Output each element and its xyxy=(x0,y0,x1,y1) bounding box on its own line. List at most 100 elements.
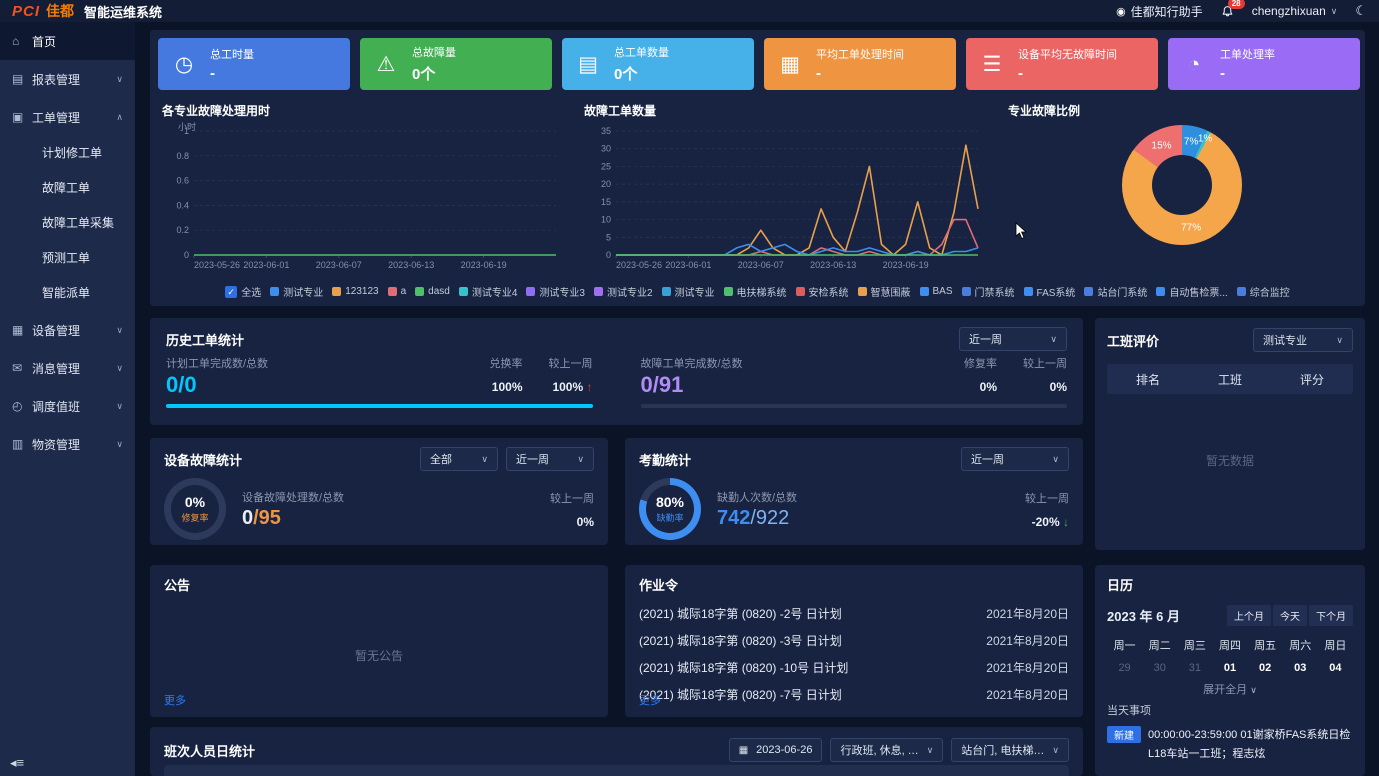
legend-item-3[interactable]: dasd xyxy=(415,286,450,297)
sidebar-item-dispatch-duty[interactable]: ◴ 调度值班 ∨ xyxy=(0,387,135,425)
stat-card-label: 设备平均无故障时间 xyxy=(1018,49,1117,61)
expand-month-link[interactable]: 展开全月 ∨ xyxy=(1203,684,1257,696)
work-order-row-0[interactable]: (2021) 城际18字第 (0820) -2号 日计划 2021年8月20日 xyxy=(639,605,1069,622)
date-picker[interactable]: ▦ 2023-06-26 xyxy=(728,738,823,762)
more-link[interactable]: 更多 xyxy=(639,695,661,707)
sidebar-item-messages[interactable]: ✉ 消息管理 ∨ xyxy=(0,349,135,387)
work-order-row-1[interactable]: (2021) 城际18字第 (0820) -3号 日计划 2021年8月20日 xyxy=(639,632,1069,649)
panel-title: 历史工单统计 xyxy=(166,332,245,348)
panel-title: 日历 xyxy=(1107,578,1134,593)
legend-label: 测试专业 xyxy=(283,288,324,299)
legend-item-9[interactable]: 安检系统 xyxy=(795,284,849,299)
legend-label: 测试专业4 xyxy=(471,288,518,299)
sidebar-subitem-fault-order[interactable]: 故障工单 xyxy=(42,181,91,195)
panel-title: 工班评价 xyxy=(1107,333,1160,349)
sidebar-nav: ⌂ 首页 ▤ 报表管理 ∨ ▣ 工单管理 ∧ 计划修工单故障工单故障工单采集 预测工单智能派单 ▦ 设… xyxy=(0,22,135,463)
calendar-day[interactable]: 02 xyxy=(1259,662,1272,674)
shift-type-select[interactable]: 行政班, 休息, … ∨ xyxy=(830,738,944,762)
legend-label: 电扶梯系统 xyxy=(736,288,787,299)
work-orders-panel: 作业令 (2021) 城际18字第 (0820) -2号 日计划 2021年8月2… xyxy=(625,565,1083,717)
sidebar-item-workorders[interactable]: ▣ 工单管理 ∧ xyxy=(0,98,135,136)
sidebar-subitem-predict-order[interactable]: 预测工单 xyxy=(42,251,91,265)
legend-item-7[interactable]: 测试专业 xyxy=(661,284,715,299)
stat-label: 缺勤人次数/总数 xyxy=(717,491,798,504)
period-select[interactable]: 近一周 ∨ xyxy=(961,447,1069,471)
sidebar-subitem-planned-repair-order[interactable]: 计划修工单 xyxy=(42,146,103,160)
legend-item-6[interactable]: 测试专业2 xyxy=(593,284,653,299)
donut-chart[interactable]: 7% 1% 77% 15% xyxy=(1121,125,1242,245)
next-month-button[interactable]: 下个月 xyxy=(1309,605,1353,626)
sidebar-item-materials[interactable]: ▥ 物资管理 ∨ xyxy=(0,425,135,463)
user-clock-icon: ◷ xyxy=(174,52,194,76)
legend-item-15[interactable]: 自动售检票... xyxy=(1156,284,1228,299)
overview-panel: ◷ 总工时量 - ⚠ 总故障量 0个 ▤ 总工单数量 0个 ▦ 平均工单处理时间 - ☰ 设备平均无故障时… xyxy=(150,30,1365,306)
svg-text:2023-06-19: 2023-06-19 xyxy=(883,260,929,270)
work-order-row-2[interactable]: (2021) 城际18字第 (0820) -10号 日计划 2021年8月20日 xyxy=(639,659,1069,676)
legend-item-12[interactable]: 门禁系统 xyxy=(961,284,1015,299)
sidebar-subitem-smart-dispatch[interactable]: 智能派单 xyxy=(42,286,91,300)
calendar-day[interactable]: 01 xyxy=(1223,662,1237,674)
work-order-date: 2021年8月20日 xyxy=(986,634,1069,648)
major-select[interactable]: 测试专业 ∨ xyxy=(1253,328,1353,352)
work-order-date: 2021年8月20日 xyxy=(986,688,1069,702)
calendar-day[interactable]: 30 xyxy=(1153,662,1166,674)
legend-item-5[interactable]: 测试专业3 xyxy=(526,284,585,299)
notifications-button[interactable]: 28 xyxy=(1221,0,1245,18)
sidebar-item-reports[interactable]: ▤ 报表管理 ∨ xyxy=(0,60,135,98)
legend-item-11[interactable]: BAS xyxy=(919,286,953,297)
legend-item-10[interactable]: 智慧围蔽 xyxy=(857,284,911,299)
period-select[interactable]: 近一周 ∨ xyxy=(506,447,594,471)
table-column-header: 评分 xyxy=(1299,372,1324,387)
calendar-day[interactable]: 29 xyxy=(1118,662,1131,674)
svg-text:1: 1 xyxy=(184,126,189,136)
more-link[interactable]: 更多 xyxy=(164,695,186,707)
legend-item-0[interactable]: 测试专业 xyxy=(270,284,323,299)
checkbox-checked-icon[interactable]: ✓ xyxy=(225,285,238,298)
legend-item-13[interactable]: FAS系统 xyxy=(1023,284,1075,299)
sidebar-subitem-fault-order-collect[interactable]: 故障工单采集 xyxy=(42,216,115,230)
legend-item-2[interactable]: a xyxy=(387,286,406,297)
sidebar-item-label: 首页 xyxy=(32,34,57,49)
stat-card-label: 总工时量 xyxy=(210,49,254,61)
period-value: 近一周 xyxy=(969,334,1002,346)
line-chart[interactable]: 35 30 25 20 15 10 5 0 2023-05-26 2023-06-01 2023-0… xyxy=(584,121,986,273)
sidebar-item-devices[interactable]: ▦ 设备管理 ∨ xyxy=(0,311,135,349)
user-menu[interactable]: chengzhixuan ∨ xyxy=(1252,4,1338,18)
legend-item-4[interactable]: 测试专业4 xyxy=(458,284,518,299)
work-order-row-3[interactable]: (2021) 城际18字第 (0820) -7号 日计划 2021年8月20日 xyxy=(639,686,1069,703)
repair-rate-gauge: 0% 修复率 xyxy=(164,478,226,540)
svg-text:2023-06-01: 2023-06-01 xyxy=(243,260,289,270)
legend-item-16[interactable]: 综合监控 xyxy=(1236,284,1290,299)
calendar-day[interactable]: 04 xyxy=(1329,662,1342,674)
today-button[interactable]: 今天 xyxy=(1273,605,1307,626)
legend-label: 全选 xyxy=(241,288,262,299)
stat-card-5: ◔ 工单处理率 - xyxy=(1168,38,1360,90)
sidebar-item-home[interactable]: ⌂ 首页 xyxy=(0,22,135,60)
scope-select[interactable]: 全部 ∨ xyxy=(420,447,498,471)
assistant-button[interactable]: ◉ 佳都知行助手 xyxy=(1116,3,1203,20)
message-icon: ✉ xyxy=(12,361,23,375)
svg-text:2023-06-07: 2023-06-07 xyxy=(738,260,784,270)
collapse-sidebar-icon[interactable]: ◂≡ xyxy=(10,755,25,770)
major-multi-select[interactable]: 站台门, 电扶梯… ∨ xyxy=(951,738,1069,762)
legend-label: 测试专业2 xyxy=(606,288,653,299)
legend-item-8[interactable]: 电扶梯系统 xyxy=(723,284,787,299)
line-chart[interactable]: 1 0.8 0.6 0.4 0.2 0 小时 2023-05-26 2023-06-01 2023… xyxy=(162,121,564,273)
stat-label: 设备故障处理数/总数 xyxy=(242,491,345,504)
legend-item-14[interactable]: 站台门系统 xyxy=(1084,284,1147,299)
stat-card-label: 工单处理率 xyxy=(1220,49,1275,61)
panel-title: 考勤统计 xyxy=(639,452,692,468)
notification-badge: 28 xyxy=(1227,0,1245,9)
period-select[interactable]: 近一周 ∨ xyxy=(959,327,1067,351)
legend-item-1[interactable]: 123123 xyxy=(332,286,379,297)
calendar-event[interactable]: 新建 00:00:00-23:59:00 01谢家桥FAS系统日检 L18车站一… xyxy=(1107,726,1353,763)
donut-slice-label-0: 7% xyxy=(1183,136,1199,148)
prev-month-button[interactable]: 上个月 xyxy=(1227,605,1271,626)
calendar-day[interactable]: 31 xyxy=(1188,662,1201,674)
charts-row: 各专业故障处理用时 1 0.8 0.6 0.4 0.2 0 小时 2023-05-26 2023… xyxy=(162,102,1355,278)
legend-marker xyxy=(961,287,971,296)
calendar-day[interactable]: 03 xyxy=(1294,662,1307,674)
dark-mode-toggle[interactable]: ☾ xyxy=(1355,3,1367,18)
rate-block: 修复率 0% xyxy=(964,358,997,394)
legend-select-all[interactable]: ✓ 全选 xyxy=(225,284,261,299)
